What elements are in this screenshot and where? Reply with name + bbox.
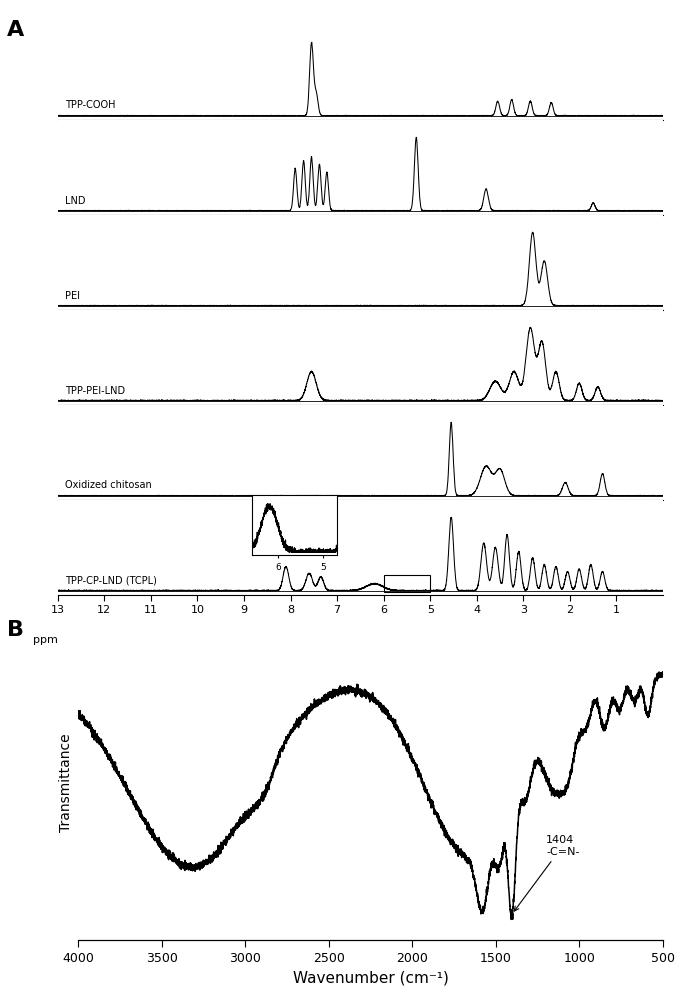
Text: LND: LND	[65, 196, 85, 206]
Text: A: A	[7, 20, 24, 40]
X-axis label: Wavenumber (cm⁻¹): Wavenumber (cm⁻¹)	[292, 970, 449, 985]
Text: TPP-PEI-LND: TPP-PEI-LND	[65, 385, 125, 395]
Text: ppm: ppm	[33, 635, 58, 645]
Text: PEI: PEI	[65, 291, 80, 301]
Text: TPP-CP-LND (TCPL): TPP-CP-LND (TCPL)	[65, 576, 156, 585]
Text: Oxidized chitosan: Oxidized chitosan	[65, 481, 152, 490]
Text: TPP-COOH: TPP-COOH	[65, 101, 116, 110]
Text: B: B	[7, 620, 24, 640]
Bar	[384, 575, 430, 592]
Text: 1404
-C=N-: 1404 -C=N-	[514, 835, 579, 911]
Y-axis label: Transmittance: Transmittance	[58, 733, 73, 832]
